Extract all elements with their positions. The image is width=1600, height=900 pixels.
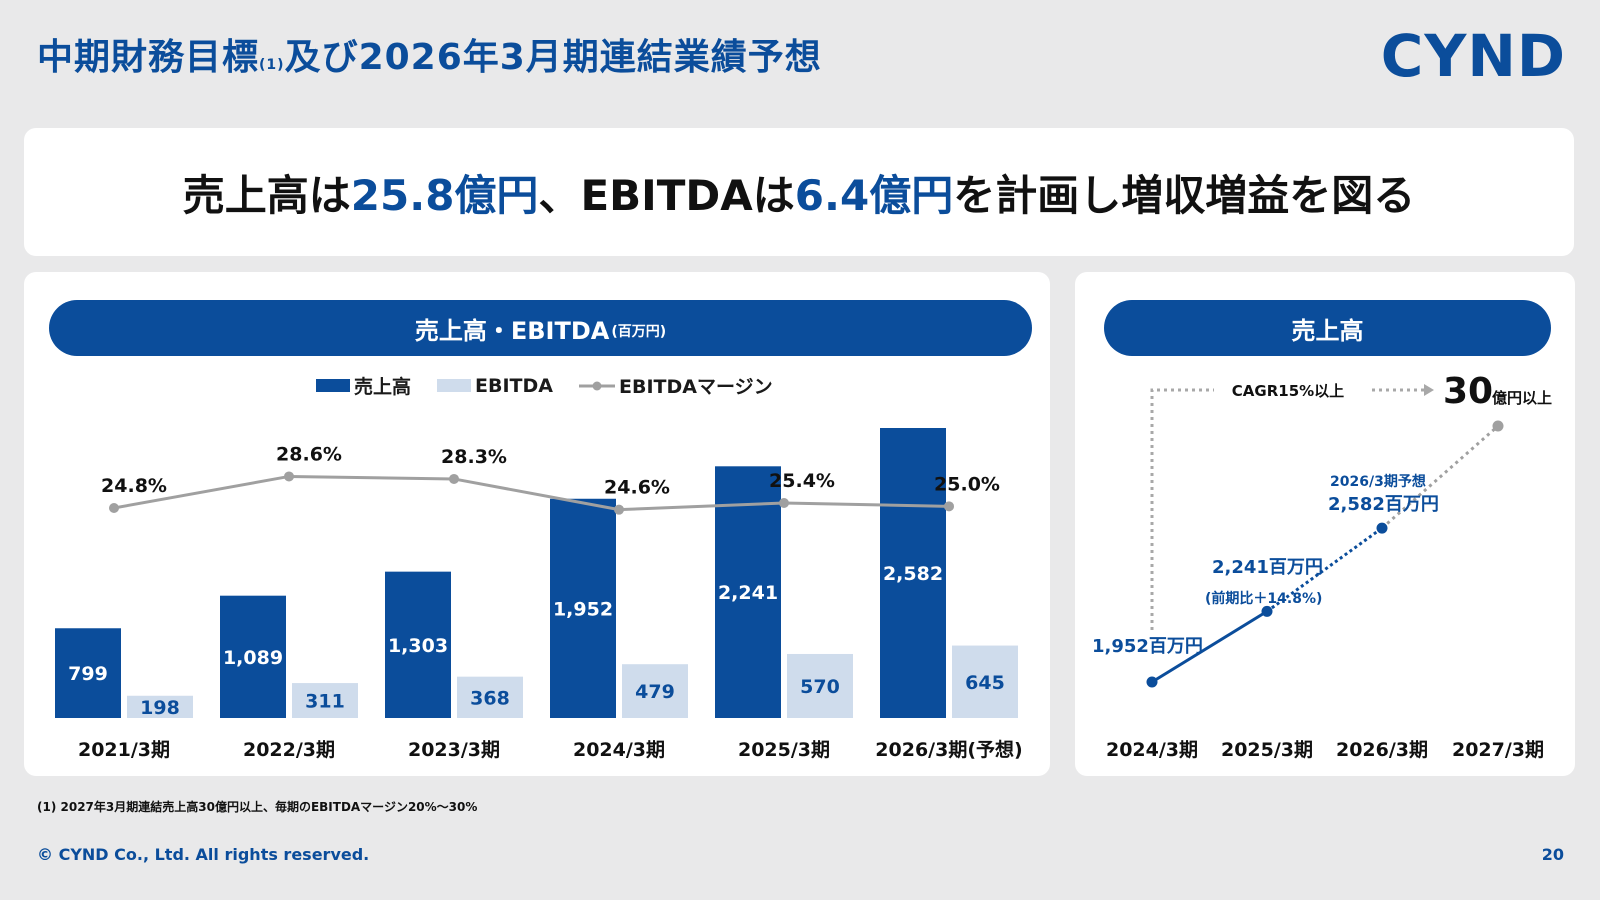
legend-ebitda: EBITDA	[437, 375, 553, 397]
legend-swatch-ebitda	[437, 379, 472, 392]
footnote: (1) 2027年3月期連結売上高30億円以上、毎期のEBITDAマージン20%…	[37, 800, 478, 814]
page-number: 20	[1541, 845, 1564, 864]
legend-margin: EBITDAマージン	[578, 372, 773, 399]
sales-ebitda-title: 売上高・EBITDA (百万円)	[49, 300, 1032, 356]
copyright: © CYND Co., Ltd. All rights reserved.	[37, 845, 370, 864]
sales-forecast-title: 売上高	[1104, 300, 1551, 356]
sales-ebitda-panel	[24, 272, 1050, 776]
page-title: 中期財務目標(1)及び2026年3月期連結業績予想	[37, 37, 822, 78]
legend-swatch-sales	[316, 379, 350, 392]
cynd-logo: CYND	[1380, 22, 1566, 90]
chart-legend: 売上高 EBITDA EBITDAマージン	[316, 372, 773, 399]
legend-swatch-margin	[578, 381, 615, 390]
legend-sales: 売上高	[316, 372, 411, 399]
headline-banner: 売上高は 25.8億円 、EBITDAは 6.4億円 を計画し増収増益を図る	[24, 128, 1574, 256]
